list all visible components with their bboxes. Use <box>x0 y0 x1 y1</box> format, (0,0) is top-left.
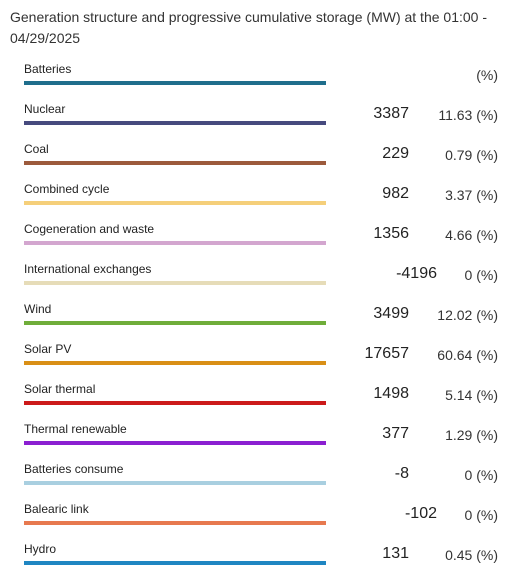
generation-row-value: -102 <box>404 505 437 522</box>
generation-row: Cogeneration and waste 1356 4.66 (%) <box>24 221 504 261</box>
generation-row-color-bar <box>24 361 326 365</box>
generation-row-label: Solar PV <box>24 342 72 356</box>
generation-row-label: Batteries consume <box>24 462 124 476</box>
generation-row: Balearic link -102 0 (%) <box>24 501 504 541</box>
generation-row: Solar thermal 1498 5.14 (%) <box>24 381 504 421</box>
generation-row: Nuclear 3387 11.63 (%) <box>24 101 504 141</box>
generation-row-label: Nuclear <box>24 102 66 116</box>
generation-row-color-bar <box>24 521 326 525</box>
generation-row-color-bar <box>24 281 326 285</box>
generation-row-color-bar <box>24 481 326 485</box>
generation-row-value: 982 <box>382 185 409 202</box>
generation-row: Combined cycle 982 3.37 (%) <box>24 181 504 221</box>
generation-row-label: Cogeneration and waste <box>24 222 155 236</box>
generation-row-value: 377 <box>382 425 409 442</box>
generation-row-color-bar <box>24 241 326 245</box>
generation-row-label: Hydro <box>24 542 57 556</box>
generation-row-value: 3499 <box>373 305 409 322</box>
generation-row: Batteries consume -8 0 (%) <box>24 461 504 501</box>
generation-row-color-bar <box>24 321 326 325</box>
generation-row: Coal 229 0.79 (%) <box>24 141 504 181</box>
generation-row-percent: 3.37 (%) <box>445 187 498 203</box>
generation-row-percent: 1.29 (%) <box>445 427 498 443</box>
generation-row-percent: 0.79 (%) <box>445 147 498 163</box>
generation-row-percent: 60.64 (%) <box>437 347 498 363</box>
generation-row-label: Batteries <box>24 62 72 76</box>
generation-row-value: 1356 <box>373 225 409 242</box>
generation-row-value: 3387 <box>373 105 409 122</box>
chart-title: Generation structure and progressive cum… <box>10 9 487 46</box>
generation-row-label: Balearic link <box>24 502 89 516</box>
generation-row-label: International exchanges <box>24 262 152 276</box>
generation-row-percent: 0 (%) <box>464 267 498 283</box>
generation-row-value: -8 <box>394 465 409 482</box>
generation-row-percent: 0.45 (%) <box>445 547 498 563</box>
generation-row-color-bar <box>24 561 326 565</box>
generation-row-value: 1498 <box>373 385 409 402</box>
generation-row-label: Coal <box>24 142 49 156</box>
generation-row: Batteries (%) <box>24 61 504 101</box>
generation-row-percent: (%) <box>476 67 498 83</box>
generation-row-percent: 11.63 (%) <box>438 107 498 123</box>
generation-row-value: 229 <box>382 145 409 162</box>
generation-row-value: 131 <box>382 545 409 562</box>
generation-row-color-bar <box>24 161 326 165</box>
generation-row: Wind 3499 12.02 (%) <box>24 301 504 341</box>
generation-row: Hydro 131 0.45 (%) <box>24 541 504 581</box>
generation-row-percent: 0 (%) <box>464 507 498 523</box>
generation-row-color-bar <box>24 441 326 445</box>
generation-row-value: 17657 <box>364 345 410 362</box>
generation-row-label: Solar thermal <box>24 382 96 396</box>
generation-row-percent: 0 (%) <box>464 467 498 483</box>
generation-row-color-bar <box>24 81 326 85</box>
generation-row-percent: 5.14 (%) <box>445 387 498 403</box>
generation-row-percent: 4.66 (%) <box>445 227 498 243</box>
generation-row-label: Thermal renewable <box>24 422 127 436</box>
generation-row-percent: 12.02 (%) <box>437 307 498 323</box>
generation-row-value: -4196 <box>396 265 437 282</box>
generation-row: Thermal renewable 377 1.29 (%) <box>24 421 504 461</box>
generation-row: International exchanges -4196 0 (%) <box>24 261 504 301</box>
generation-row-label: Wind <box>24 302 52 316</box>
generation-row-color-bar <box>24 201 326 205</box>
generation-row-label: Combined cycle <box>24 182 110 196</box>
generation-row-color-bar <box>24 401 326 405</box>
generation-row-color-bar <box>24 121 326 125</box>
generation-row: Solar PV 17657 60.64 (%) <box>24 341 504 381</box>
